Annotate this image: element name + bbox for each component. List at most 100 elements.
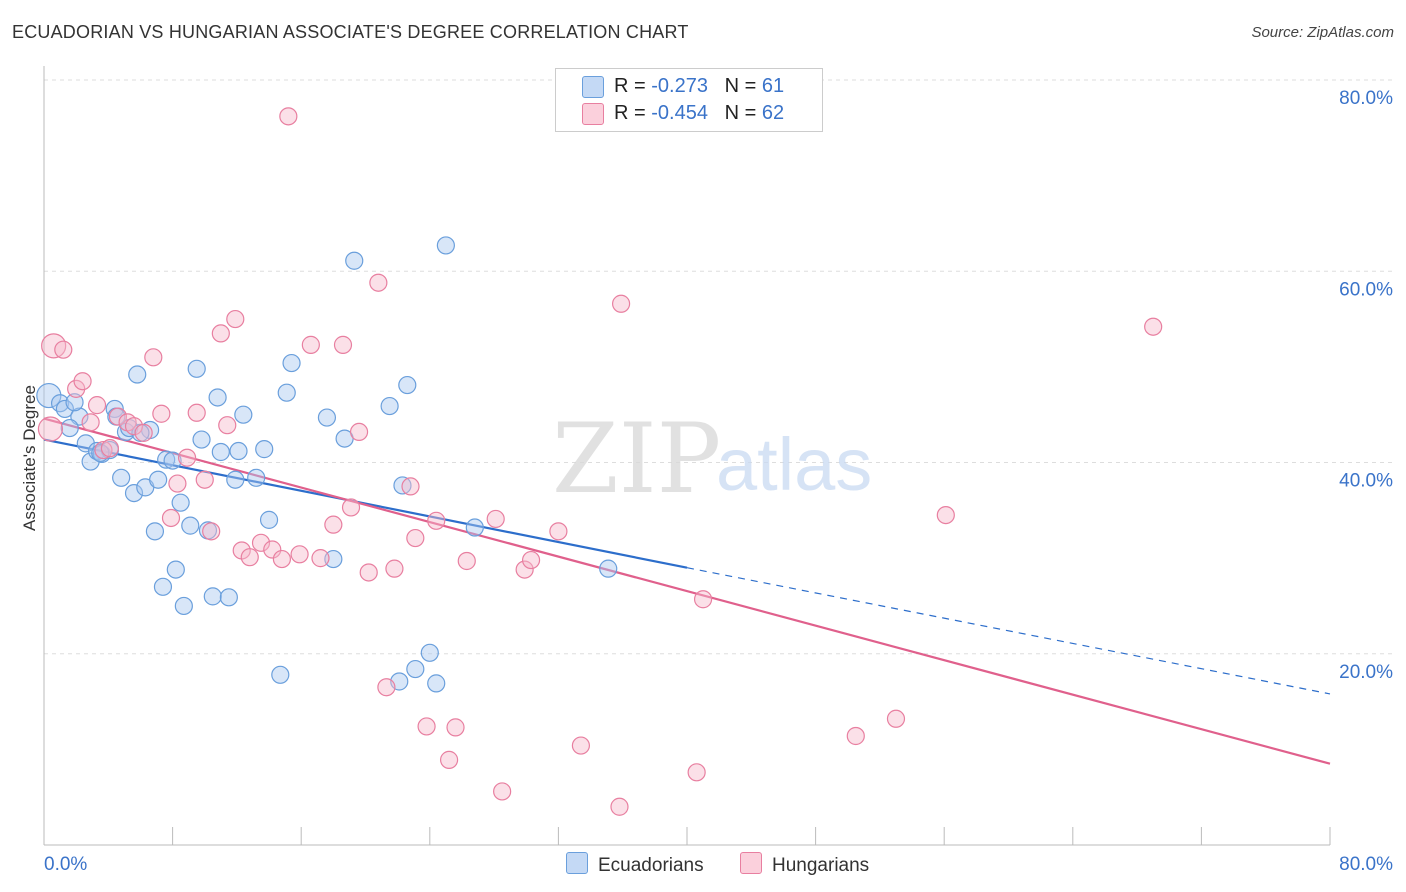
data-point <box>81 413 100 432</box>
data-point <box>457 551 476 571</box>
x-tick-label: 0.0% <box>44 854 87 875</box>
data-point <box>108 407 128 426</box>
n-label: N = <box>724 75 762 97</box>
data-point <box>161 508 181 528</box>
n-value: 61 <box>761 75 785 97</box>
bottom-swatch-hungarians <box>740 852 762 874</box>
data-point <box>124 417 144 436</box>
chart-title: ECUADORIAN VS HUNGARIAN ASSOCIATE'S DEGR… <box>12 22 689 42</box>
data-point <box>886 709 906 728</box>
data-point <box>168 474 187 493</box>
r-value: -0.273 <box>651 75 708 97</box>
data-point <box>145 522 165 541</box>
watermark-zip: ZIP <box>552 403 721 515</box>
data-point <box>521 550 541 570</box>
data-point <box>251 533 271 552</box>
data-point <box>259 510 279 529</box>
bottom-legend-ecuadorians: Ecuadorians <box>566 852 704 877</box>
data-point <box>936 505 955 525</box>
data-point <box>846 726 865 746</box>
tick-labels: 20.0% 40.0% 60.0% 80.0% 0.0% 80.0% <box>44 88 1393 875</box>
axes <box>43 66 1331 846</box>
data-point <box>436 236 455 255</box>
data-point <box>380 396 399 416</box>
data-point <box>229 441 248 461</box>
data-point <box>226 309 245 329</box>
data-point <box>324 549 343 569</box>
legend-swatch-hungarians <box>582 103 604 125</box>
r-label: R = <box>614 102 652 124</box>
data-point <box>417 717 436 736</box>
data-point <box>192 430 211 449</box>
data-point <box>134 423 153 442</box>
data-point <box>50 394 70 413</box>
data-point <box>36 382 62 409</box>
r-value: -0.454 <box>651 102 708 124</box>
data-point <box>349 422 369 441</box>
data-point <box>571 736 591 755</box>
watermark-atlas: atlas <box>716 423 872 506</box>
data-point <box>211 324 230 343</box>
legend-text-ecuadorians: R = -0.273 N = 61 <box>614 75 784 98</box>
data-point <box>73 372 92 391</box>
data-point <box>187 403 206 422</box>
data-point <box>153 577 173 596</box>
data-point <box>195 470 214 489</box>
data-point <box>398 375 417 395</box>
data-point <box>341 498 361 517</box>
y-tick-label: 60.0% <box>1339 279 1393 300</box>
data-point <box>317 408 337 427</box>
data-point <box>359 563 378 582</box>
data-point <box>37 416 64 442</box>
data-point <box>611 294 631 313</box>
data-point <box>91 443 110 463</box>
data-point <box>420 643 439 662</box>
data-point <box>100 439 120 458</box>
data-point <box>311 549 330 568</box>
trend-lines <box>43 417 1331 765</box>
y-tick-label: 80.0% <box>1339 88 1393 109</box>
data-point <box>693 590 713 609</box>
source-credit: Source: ZipAtlas.com <box>1251 24 1394 41</box>
data-point <box>112 468 131 487</box>
bottom-legend-hungarians: Hungarians <box>740 852 869 877</box>
data-point <box>486 509 505 529</box>
data-point <box>369 273 388 292</box>
data-point <box>406 659 425 679</box>
data-point <box>282 353 301 373</box>
bottom-swatch-ecuadorians <box>566 852 588 874</box>
y-tick-label: 20.0% <box>1339 662 1393 683</box>
data-point <box>171 493 190 512</box>
data-point <box>152 404 171 423</box>
data-point <box>255 440 274 459</box>
data-point <box>157 450 176 469</box>
data-point <box>234 405 253 424</box>
data-point <box>60 418 79 438</box>
data-point <box>181 516 200 535</box>
data-point <box>427 511 446 530</box>
data-point <box>446 718 465 737</box>
data-point <box>333 335 353 354</box>
trend-line <box>43 438 688 569</box>
data-point <box>599 559 618 578</box>
data-point <box>87 396 107 415</box>
data-point <box>163 451 182 470</box>
data-point <box>240 548 259 567</box>
correlation-legend: R = -0.273 N = 61 R = -0.454 N = 62 <box>555 68 823 132</box>
data-point <box>211 442 230 462</box>
data-point <box>144 348 163 367</box>
data-point <box>218 416 237 435</box>
data-point <box>202 522 221 541</box>
n-value: 62 <box>761 102 785 124</box>
data-point <box>208 388 227 407</box>
data-point <box>149 470 168 489</box>
data-points <box>36 107 1163 816</box>
trend-line <box>43 417 1331 765</box>
data-point <box>177 448 197 467</box>
data-point <box>203 587 222 606</box>
n-label: N = <box>724 102 762 124</box>
data-point <box>439 750 459 769</box>
data-point <box>271 665 290 684</box>
data-point <box>65 393 84 412</box>
